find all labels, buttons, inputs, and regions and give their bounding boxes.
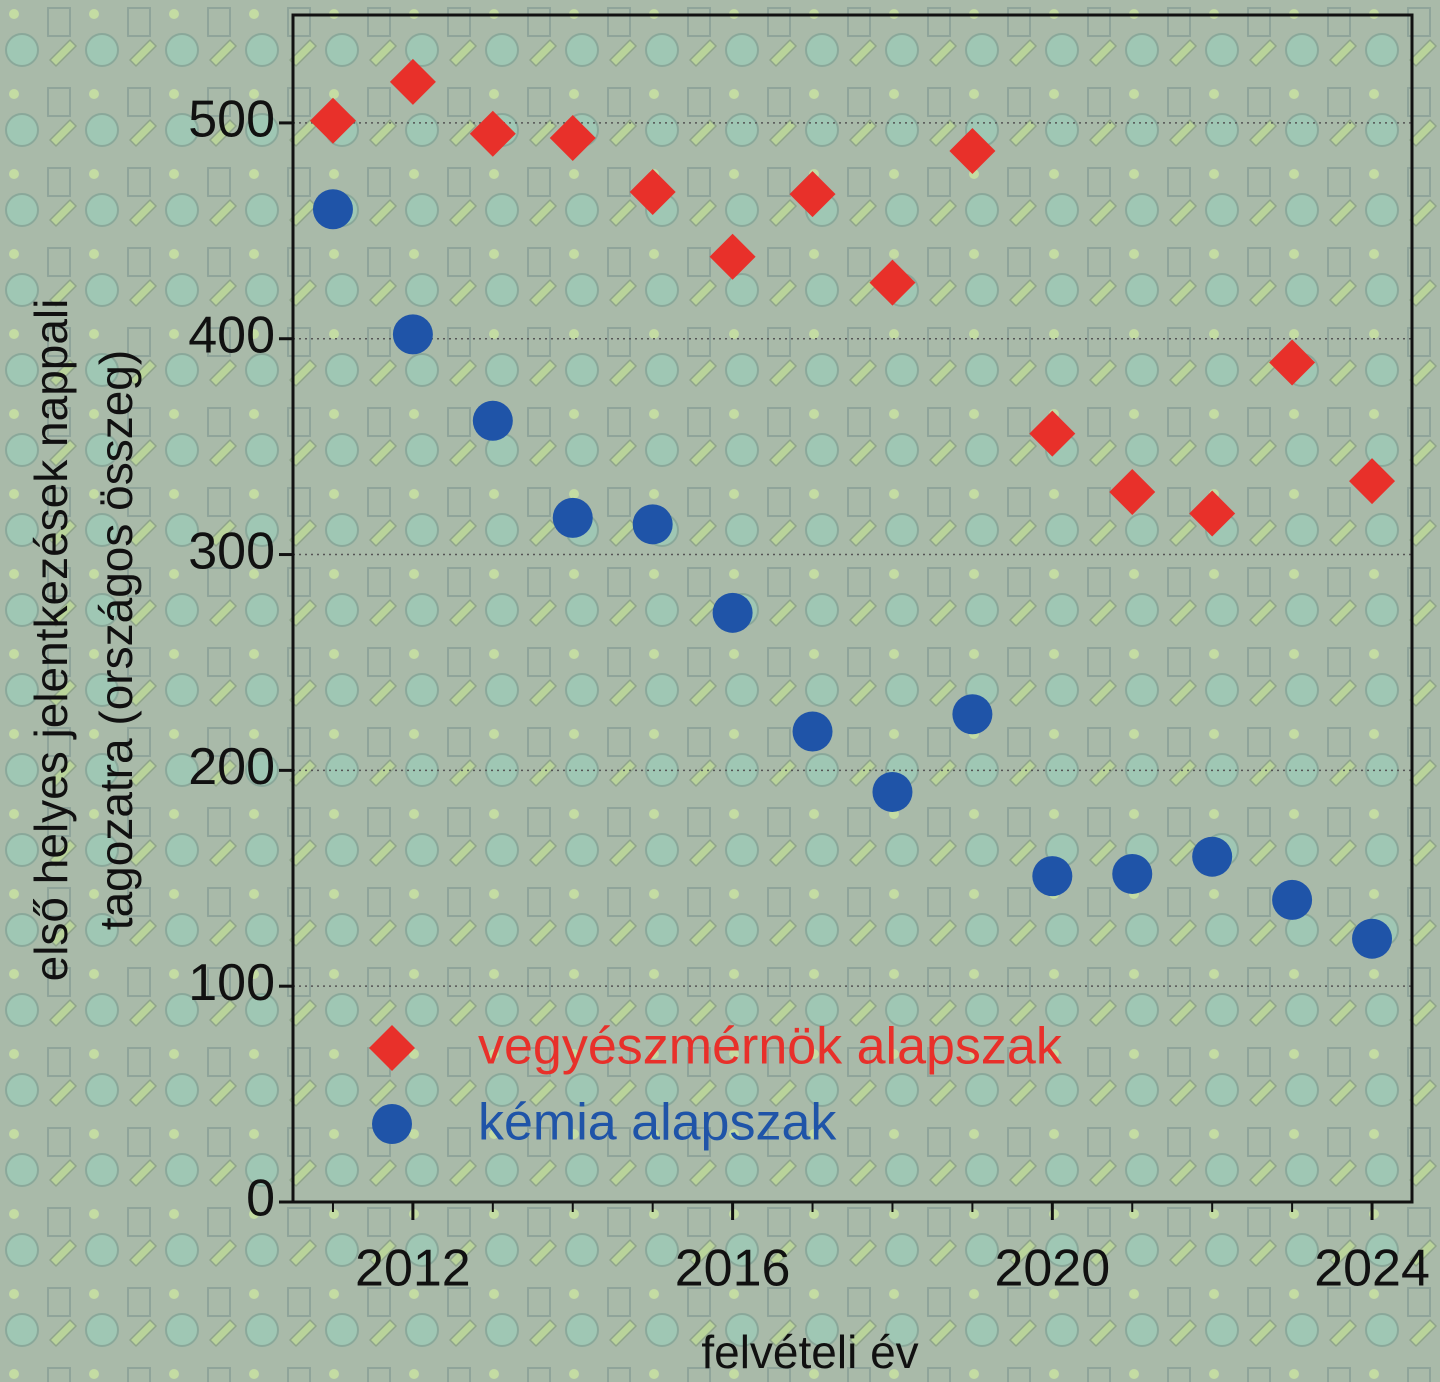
data-point [1112, 854, 1152, 894]
x-tick-label: 2012 [355, 1240, 471, 1298]
x-tick-label: 2024 [1314, 1240, 1430, 1298]
data-point [952, 694, 992, 734]
y-tick-label: 400 [188, 306, 275, 364]
data-point [633, 504, 673, 544]
data-point [872, 772, 912, 812]
data-point [1352, 919, 1392, 959]
y-tick-label: 300 [188, 522, 275, 580]
legend-marker [372, 1104, 412, 1144]
y-tick-label: 100 [188, 954, 275, 1012]
x-tick-label: 2016 [675, 1240, 791, 1298]
data-point [1032, 856, 1072, 896]
y-axis-label: első helyes jelentkezések nappali [25, 299, 77, 982]
data-point [1192, 837, 1232, 877]
y-tick-label: 0 [246, 1170, 275, 1228]
data-point [713, 593, 753, 633]
data-point [1272, 880, 1312, 920]
legend-label: kémia alapszak [478, 1094, 837, 1152]
y-tick-label: 500 [188, 91, 275, 149]
data-point [553, 498, 593, 538]
x-tick-label: 2020 [994, 1240, 1110, 1298]
background [0, 0, 1440, 1382]
data-point [473, 401, 513, 441]
data-point [393, 314, 433, 354]
legend-label: vegyészmérnök alapszak [478, 1018, 1063, 1076]
chart: 0 100 200 300 400 500 2012 2016 2020 2024 vegyészm… [0, 0, 1440, 1382]
y-axis-label: tagozatra (országos összeg) [90, 350, 142, 930]
data-point [793, 712, 833, 752]
data-point [313, 189, 353, 229]
y-tick-label: 200 [188, 738, 275, 796]
x-axis-label: felvételi év [701, 1326, 918, 1378]
